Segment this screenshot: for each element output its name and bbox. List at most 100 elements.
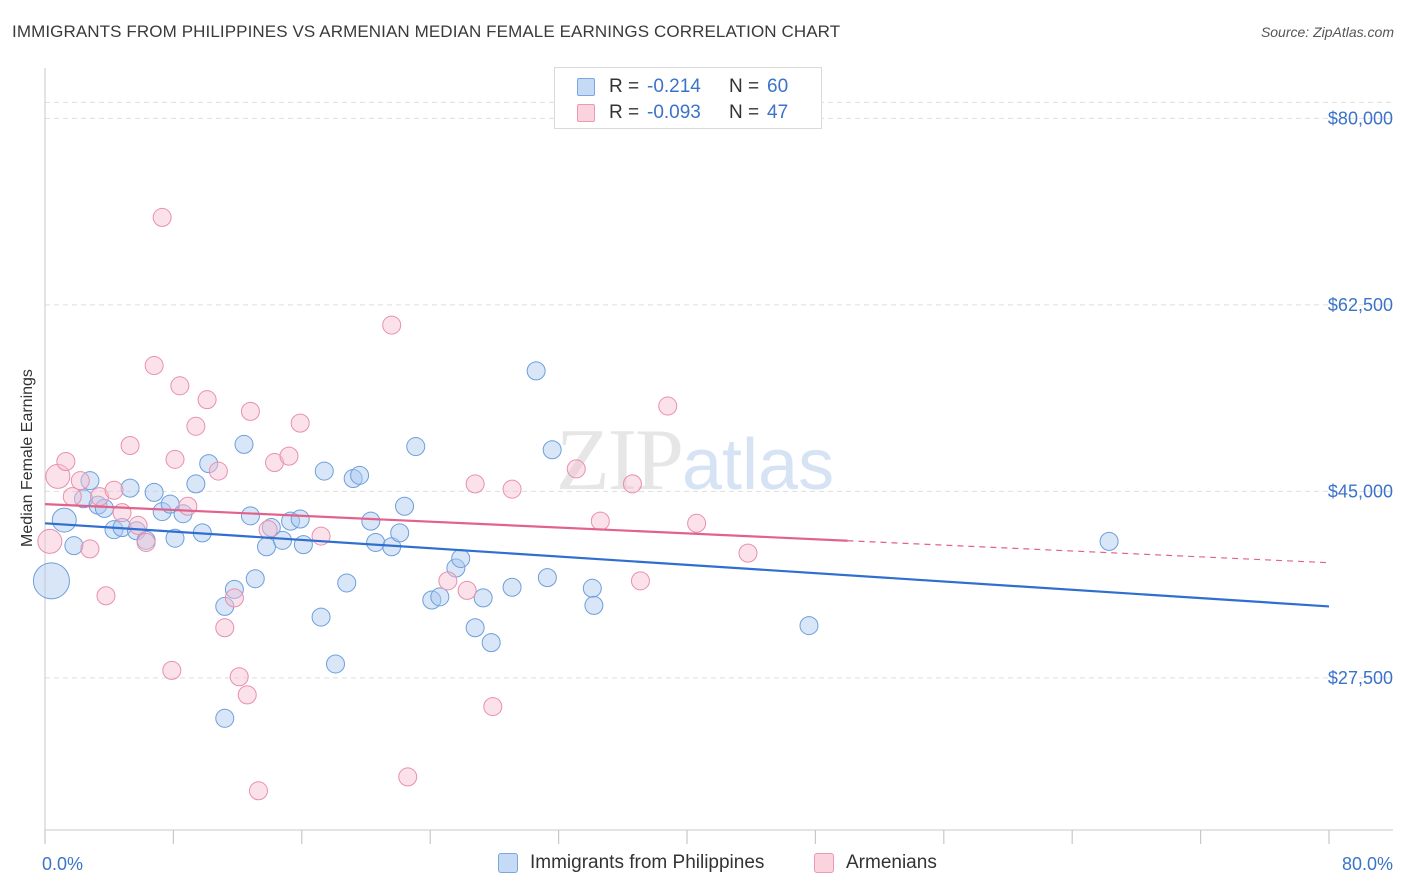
philippines-point <box>584 595 604 615</box>
y-tick-label: $27,500 <box>1328 668 1393 688</box>
r-label: R = <box>609 102 640 123</box>
n-label: N = <box>729 76 760 97</box>
y-tick-label: $45,000 <box>1328 481 1393 501</box>
philippines-point <box>293 535 313 555</box>
philippines-point <box>465 618 485 638</box>
armenian-point <box>162 660 182 680</box>
armenian-point <box>566 459 586 479</box>
stats-row-armenians: R = -0.093 N = 47 <box>577 100 788 126</box>
zipatlas-watermark: ZIPatlas <box>556 410 834 511</box>
philippines-point <box>152 502 172 522</box>
philippines-point <box>94 498 114 518</box>
r-value: -0.214 <box>647 76 701 97</box>
x-tick-label: 0.0% <box>42 854 83 874</box>
philippines-point <box>582 578 602 598</box>
armenian-point <box>136 532 156 552</box>
armenian-point <box>279 446 299 466</box>
philippines-point <box>430 587 450 607</box>
armenian-point <box>290 413 310 433</box>
y-axis-title: Median Female Earnings <box>19 369 36 547</box>
philippines-point <box>390 523 410 543</box>
armenian-point <box>438 571 458 591</box>
n-value: 60 <box>767 76 789 97</box>
philippines-point <box>337 573 357 593</box>
armenian-point <box>120 435 140 455</box>
r-label: R = <box>609 76 640 97</box>
armenian-point <box>96 586 116 606</box>
philippines-point <box>542 440 562 460</box>
armenian-point <box>240 401 260 421</box>
armenian-point <box>170 376 190 396</box>
philippines-point <box>314 461 334 481</box>
philippines-point <box>215 708 235 728</box>
armenian-point <box>630 571 650 591</box>
armenian-point <box>248 781 268 801</box>
philippines-point <box>144 482 164 502</box>
armenian-point <box>144 356 164 376</box>
armenian-point <box>80 539 100 559</box>
armenians-swatch <box>577 104 595 122</box>
armenian-point <box>152 207 172 227</box>
armenian-point <box>37 528 63 554</box>
chart-title: IMMIGRANTS FROM PHILIPPINES VS ARMENIAN … <box>12 22 841 41</box>
philippines-point <box>80 471 100 491</box>
armenian-point <box>658 396 678 416</box>
legend-item-armenians[interactable]: Armenians <box>814 852 937 874</box>
philippines-point <box>350 465 370 485</box>
armenian-point <box>229 667 249 687</box>
philippines-trend-line <box>44 522 1330 608</box>
philippines-point <box>234 434 254 454</box>
armenian-point <box>56 451 76 471</box>
philippines-point <box>281 511 301 531</box>
armenian-point <box>128 515 148 535</box>
legend-label-philippines: Immigrants from Philippines <box>530 852 765 873</box>
armenian-point <box>237 685 257 705</box>
philippines-point <box>64 536 84 556</box>
philippines-point <box>32 562 70 600</box>
armenians-legend-swatch <box>814 853 834 873</box>
armenian-point <box>165 449 185 469</box>
philippines-point <box>245 569 265 589</box>
philippines-point <box>366 532 386 552</box>
n-label: N = <box>729 102 760 123</box>
legend-item-philippines[interactable]: Immigrants from Philippines <box>498 852 764 874</box>
stats-row-philippines: R = -0.214 N = 60 <box>577 74 788 100</box>
armenian-point <box>687 513 707 533</box>
armenian-point <box>590 511 610 531</box>
source-credit: Source: ZipAtlas.com <box>1260 24 1394 40</box>
n-value: 47 <box>767 102 789 123</box>
armenian-point <box>465 474 485 494</box>
armenian-point <box>70 471 90 491</box>
armenian-point <box>622 474 642 494</box>
philippines-point <box>256 537 276 557</box>
philippines-point <box>120 478 140 498</box>
philippines-point <box>326 654 346 674</box>
philippines-point <box>240 506 260 526</box>
armenian-point <box>208 461 228 481</box>
armenian-point <box>258 520 278 540</box>
philippines-point <box>290 509 310 529</box>
philippines-point <box>481 633 501 653</box>
armenian-point <box>738 543 758 563</box>
philippines-point <box>1099 531 1119 551</box>
armenian-trend-line-projection <box>847 540 1330 564</box>
armenian-point <box>224 588 244 608</box>
armenian-point <box>104 480 124 500</box>
philippines-point <box>395 496 415 516</box>
armenian-point <box>457 580 477 600</box>
armenian-point <box>197 390 217 410</box>
philippines-point <box>104 520 124 540</box>
armenian-point <box>62 487 82 507</box>
armenian-point <box>265 453 285 473</box>
armenian-point <box>398 767 418 787</box>
armenian-trend-line <box>44 503 848 542</box>
philippines-point <box>165 528 185 548</box>
y-tick-label: $62,500 <box>1328 295 1393 315</box>
armenian-point <box>178 496 198 516</box>
x-tick-label: 80.0% <box>1342 854 1393 874</box>
armenian-point <box>483 697 503 717</box>
y-tick-label: $80,000 <box>1328 108 1393 128</box>
philippines-point <box>311 607 331 627</box>
philippines-point <box>199 454 219 474</box>
